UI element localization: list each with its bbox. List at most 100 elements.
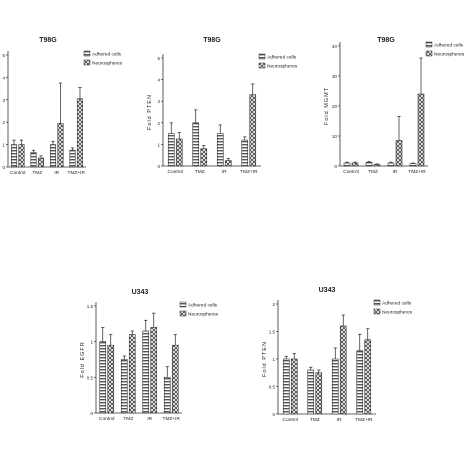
bar-adhered (10, 144, 18, 168)
legend-label: Adhered cells (92, 52, 122, 58)
bar-adhered (99, 341, 107, 414)
y-axis-label: Fold PTEN (262, 341, 268, 377)
y-tick-label: 40 (332, 44, 338, 49)
bar-adhered (343, 162, 351, 167)
bar-neurospheres (373, 164, 381, 167)
bar-neurospheres (249, 94, 257, 167)
bar-adhered (167, 133, 175, 167)
x-tick-label: TMZ+IR (355, 417, 373, 423)
bar-neurospheres (107, 344, 115, 414)
bar-neurospheres (315, 372, 323, 415)
y-tick-label: 1.5 (269, 330, 276, 335)
legend-label: Neurospheres (434, 52, 465, 58)
x-tick-label: IR (147, 416, 152, 422)
chart-title: T98G (203, 37, 221, 44)
legend-label: Neurospheres (188, 312, 219, 318)
bar-neurospheres (128, 334, 136, 414)
bar-adhered (216, 133, 224, 167)
legend-swatch (258, 53, 266, 60)
legend-swatch (425, 41, 433, 48)
x-tick-label: Control (343, 169, 358, 175)
bar-neurospheres (224, 160, 232, 167)
legend-swatch (83, 59, 91, 66)
bar-neurospheres (200, 148, 208, 167)
y-tick-label: 4 (2, 75, 5, 80)
chart-title: U343 (319, 287, 336, 294)
x-tick-label: Control (99, 416, 114, 422)
y-tick-label: 0 (2, 165, 5, 170)
legend-label: Adhered cells (267, 55, 297, 61)
x-tick-label: IR (54, 170, 59, 176)
x-tick-label: TMZ+IR (240, 169, 258, 175)
y-axis-label: Fold EGFR (80, 341, 86, 378)
legend-swatch (179, 301, 187, 308)
bar-adhered (331, 358, 339, 415)
chart-panel-2: T98G 0 1 2 3 4 5 Fold PTEN Control TMZ IR TMZ+IR Adh… (147, 37, 298, 175)
x-tick-label: TMZ (195, 169, 205, 175)
y-tick-label: 5 (2, 53, 5, 58)
x-tick-label: TMZ (310, 417, 320, 423)
chart-panel-3: T98G 0 10 20 30 40 Fold MGMT Control TMZ IR TMZ+IR… (324, 37, 465, 175)
y-tick-label: 3 (157, 99, 160, 104)
bar-adhered (163, 377, 171, 414)
y-tick-label: 0.5 (87, 375, 94, 380)
legend-swatch (179, 310, 187, 317)
bar-neurospheres (175, 138, 183, 167)
legend-swatch (83, 50, 91, 57)
legend-label: Adhered cells (434, 43, 464, 49)
bar-adhered (120, 359, 128, 414)
y-tick-label: 3 (2, 98, 5, 103)
bar-adhered (69, 149, 76, 168)
bar-neurospheres (395, 140, 403, 167)
bar-neurospheres (171, 344, 179, 414)
y-tick-label: 1.5 (87, 304, 94, 309)
legend-swatch (373, 299, 381, 306)
x-tick-label: Control (283, 417, 298, 423)
bar-adhered (142, 330, 150, 414)
bar-neurospheres (339, 325, 347, 415)
y-tick-label: 2 (157, 121, 160, 126)
chart-panel-4: U343 0 0.5 1 1.5 Fold EGFR Control TMZ IR TMZ+IR A… (80, 289, 219, 422)
x-tick-label: Control (168, 169, 183, 175)
y-tick-label: 0 (334, 164, 337, 169)
legend-label: Neurospheres (267, 64, 298, 70)
bar-neurospheres (290, 358, 298, 415)
x-tick-label: IR (393, 169, 398, 175)
legend-swatch (425, 50, 433, 57)
bar-neurospheres (364, 339, 372, 415)
x-tick-label: TMZ (368, 169, 378, 175)
bar-neurospheres (150, 327, 158, 414)
bar-adhered (307, 369, 315, 415)
bar-adhered (387, 162, 395, 167)
chart-title: T98G (377, 37, 395, 44)
bar-neurospheres (417, 93, 425, 167)
x-tick-label: TMZ (123, 416, 133, 422)
y-tick-label: 10 (332, 134, 338, 139)
bar-adhered (409, 163, 417, 167)
y-tick-label: 0 (272, 412, 275, 417)
x-tick-label: TMZ (32, 170, 42, 176)
legend-swatch (258, 62, 266, 69)
y-tick-label: 1 (2, 143, 5, 148)
bar-adhered (30, 152, 37, 168)
x-tick-label: IR (337, 417, 342, 423)
y-tick-label: 30 (332, 74, 338, 79)
legend-label: Adhered cells (382, 301, 412, 307)
y-axis-label: Fold PTEN (147, 94, 153, 130)
y-tick-label: 20 (332, 104, 338, 109)
chart-title: T98G (39, 37, 57, 44)
legend-label: Adhered cells (188, 303, 218, 309)
x-tick-label: TMZ+IR (408, 169, 426, 175)
chart-title: U343 (132, 289, 149, 296)
x-tick-label: TMZ+IR (68, 170, 86, 176)
legend-label: Neurospheres (382, 310, 413, 316)
y-tick-label: 2 (272, 302, 275, 307)
y-tick-label: 1 (157, 142, 160, 147)
bar-adhered (241, 139, 249, 167)
bar-neurospheres (351, 162, 359, 167)
y-axis-label: Fold MGMT (324, 87, 330, 125)
bar-adhered (49, 144, 57, 168)
y-tick-label: 0 (90, 411, 93, 416)
